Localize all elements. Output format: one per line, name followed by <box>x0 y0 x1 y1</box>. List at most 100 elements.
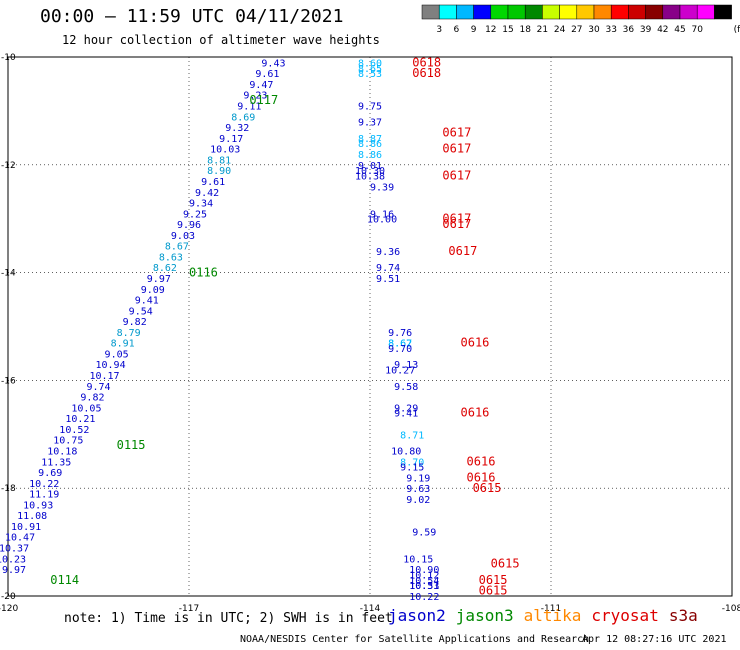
cryosat-pass-label: 0616 <box>467 454 496 468</box>
wave-height-point: 9.16 <box>370 209 394 220</box>
wave-height-point: 10.03 <box>210 145 240 156</box>
wave-height-point: 9.11 <box>237 102 261 113</box>
wave-height-point: 9.82 <box>80 393 104 404</box>
wave-height-point: 11.08 <box>17 511 47 522</box>
wave-height-point: 8.70 <box>400 457 424 468</box>
wave-height-point: 10.23 <box>0 554 26 565</box>
wave-height-point: 10.18 <box>47 446 77 457</box>
wave-height-point: 9.43 <box>261 58 285 69</box>
y-tick-label: -18 <box>1 484 16 494</box>
scale-label: 3 <box>436 25 442 35</box>
wave-height-point: 8.65 <box>358 64 382 75</box>
wave-height-point: 10.37 <box>0 543 29 554</box>
wave-height-point: 9.41 <box>394 409 418 420</box>
wave-height-point: 8.62 <box>388 339 412 350</box>
pass-label: 0115 <box>117 438 146 452</box>
wave-height-point: 10.22 <box>409 592 439 603</box>
wave-height-point: 9.02 <box>406 495 430 506</box>
scale-label: 30 <box>588 25 600 35</box>
scale-unit: (ft) <box>734 25 740 35</box>
wave-height-point: 8.79 <box>117 328 141 339</box>
cryosat-pass-label: 0615 <box>491 557 520 571</box>
wave-height-point: 11.19 <box>29 490 59 501</box>
wave-height-point: 10.27 <box>385 366 415 377</box>
scale-label: 24 <box>554 25 566 35</box>
wave-height-point: 9.41 <box>135 296 159 307</box>
wave-height-point: 8.60 <box>358 58 382 69</box>
y-tick-label: -10 <box>1 53 16 63</box>
wave-height-point: 9.03 <box>171 231 195 242</box>
wave-height-point: 9.01 <box>358 161 382 172</box>
legend-item-altika: altika <box>523 606 582 625</box>
legend-item-s3a: s3a <box>668 606 698 625</box>
wave-height-point: 10.91 <box>11 522 41 533</box>
wave-height-point: 8.91 <box>111 339 135 350</box>
scale-label: 70 <box>691 25 703 35</box>
wave-height-point: 8.67 <box>165 242 189 253</box>
wave-height-point: 9.05 <box>105 349 129 360</box>
scale-label: 9 <box>471 25 477 35</box>
x-tick-label: -117 <box>179 604 199 614</box>
wave-height-point: 9.13 <box>394 360 418 371</box>
wave-height-point: 10.33 <box>409 581 439 592</box>
y-tick-label: -14 <box>1 269 16 279</box>
wave-height-point: 10.15 <box>403 554 433 565</box>
wave-height-point: 9.32 <box>225 123 249 134</box>
cryosat-pass-label: 0617 <box>442 212 471 226</box>
wave-height-point: 9.76 <box>388 328 412 339</box>
wave-height-point: 9.97 <box>2 565 26 576</box>
wave-height-point: 8.81 <box>207 155 231 166</box>
wave-height-point: 10.94 <box>96 360 126 371</box>
scale-label: 42 <box>657 25 668 35</box>
wave-height-point: 9.47 <box>249 80 273 91</box>
wave-height-point: 9.61 <box>201 177 225 188</box>
wave-height-point: 9.29 <box>394 403 418 414</box>
wave-height-point: 10.51 <box>409 581 439 592</box>
wave-height-point: 8.62 <box>153 263 177 274</box>
x-tick-label: -111 <box>541 604 561 614</box>
wave-height-point: 9.51 <box>376 274 400 285</box>
cryosat-pass-label: 0615 <box>473 481 502 495</box>
wave-height-point: 9.61 <box>255 69 279 80</box>
wave-height-point: 8.63 <box>159 252 183 263</box>
cryosat-pass-label: 0618 <box>412 55 441 69</box>
satellite-legend: jason2 jason3 altika cryosat s3a <box>388 606 708 625</box>
legend-item-jason2: jason2 <box>388 606 446 625</box>
wave-height-point: 9.39 <box>370 182 394 193</box>
wave-height-point: 9.23 <box>243 91 267 102</box>
wave-height-point: 9.70 <box>388 344 412 355</box>
chart-title: 00:00 — 11:59 UTC 04/11/2021 <box>40 6 344 27</box>
pass-label: 0117 <box>249 93 278 107</box>
scale-swatch <box>714 4 732 20</box>
cryosat-pass-label: 0617 <box>448 244 477 258</box>
wave-height-point: 9.15 <box>400 463 424 474</box>
wave-height-point: 9.74 <box>376 263 400 274</box>
wave-height-point: 10.47 <box>5 533 35 544</box>
footer-note: note: 1) Time is in UTC; 2) SWH is in fe… <box>64 611 393 626</box>
cryosat-pass-label: 0617 <box>442 169 471 183</box>
cryosat-pass-label: 0615 <box>479 573 508 587</box>
wave-height-point: 9.09 <box>141 285 165 296</box>
wave-height-point: 10.90 <box>409 565 439 576</box>
cryosat-pass-label: 0617 <box>442 125 471 139</box>
wave-height-point: 9.82 <box>123 317 147 328</box>
wave-height-point: 10.80 <box>391 446 421 457</box>
wave-height-point: 8.69 <box>231 112 255 123</box>
wave-height-point: 8.67 <box>388 339 412 350</box>
y-tick-label: -20 <box>1 592 16 602</box>
wave-height-point: 9.54 <box>129 306 153 317</box>
wave-height-point: 10.38 <box>355 172 385 183</box>
wave-height-point: 10.93 <box>23 500 53 511</box>
scale-label: 33 <box>605 25 616 35</box>
wave-height-point: 10.00 <box>367 215 397 226</box>
wave-height-point: 9.42 <box>195 188 219 199</box>
cryosat-pass-label: 0617 <box>442 217 471 231</box>
wave-height-point: 8.71 <box>400 430 424 441</box>
wave-height-point: 9.75 <box>358 102 382 113</box>
cryosat-pass-label: 0616 <box>461 406 490 420</box>
wave-height-point: 10.54 <box>409 576 439 587</box>
wave-height-point: 8.90 <box>207 166 231 177</box>
wave-height-point: 9.97 <box>147 274 171 285</box>
